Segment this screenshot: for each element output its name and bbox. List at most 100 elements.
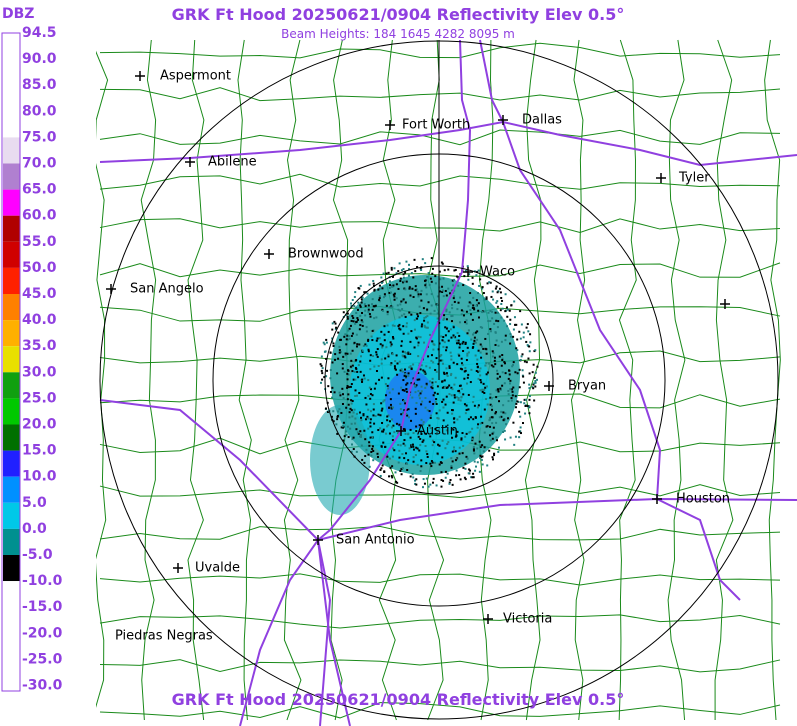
- echo-speck: [360, 419, 363, 422]
- echo-speck: [364, 309, 367, 312]
- echo-speck: [436, 303, 439, 306]
- echo-speck: [374, 304, 377, 307]
- echo-speck: [457, 353, 460, 356]
- echo-speck: [492, 431, 495, 434]
- echo-speck: [397, 461, 400, 464]
- echo-speck: [531, 371, 534, 374]
- echo-speck: [428, 410, 431, 413]
- echo-speck: [377, 288, 380, 291]
- echo-speck: [493, 359, 496, 362]
- echo-speck: [429, 435, 432, 438]
- echo-speck: [522, 336, 525, 339]
- echo-speck: [437, 417, 440, 420]
- echo-speck: [372, 403, 375, 406]
- echo-speck: [348, 416, 351, 419]
- color-swatch: [3, 267, 20, 294]
- echo-speck: [435, 402, 438, 405]
- echo-speck: [349, 427, 352, 430]
- echo-speck: [354, 389, 357, 392]
- echo-speck: [401, 354, 404, 357]
- legend-tick-label: 55.0: [22, 234, 57, 250]
- echo-speck: [464, 435, 467, 438]
- echo-speck: [439, 359, 442, 362]
- echo-speck: [435, 484, 438, 487]
- echo-speck: [456, 363, 459, 366]
- echo-speck: [443, 386, 446, 389]
- echo-speck: [378, 300, 381, 303]
- echo-speck: [346, 398, 349, 401]
- echo-speck: [487, 362, 490, 365]
- echo-speck: [430, 257, 433, 260]
- echo-speck: [408, 287, 411, 290]
- echo-speck: [391, 439, 394, 442]
- echo-speck: [320, 369, 323, 372]
- echo-speck: [346, 312, 349, 315]
- echo-speck: [456, 308, 459, 311]
- echo-speck: [364, 305, 367, 308]
- echo-speck: [378, 295, 381, 298]
- color-swatch: [3, 189, 20, 216]
- echo-speck: [420, 432, 423, 435]
- city-label: San Angelo: [130, 282, 204, 297]
- echo-speck: [351, 315, 354, 318]
- echo-speck: [458, 334, 461, 337]
- color-swatch: [3, 633, 20, 660]
- echo-speck: [425, 293, 428, 296]
- echo-speck: [485, 425, 488, 428]
- echo-speck: [500, 296, 503, 299]
- echo-speck: [512, 421, 515, 424]
- echo-speck: [502, 419, 505, 422]
- echo-speck: [330, 415, 333, 418]
- echo-speck: [388, 306, 391, 309]
- echo-speck: [365, 344, 368, 347]
- echo-speck: [347, 373, 350, 376]
- echo-speck: [448, 384, 451, 387]
- echo-speck: [425, 382, 428, 385]
- echo-speck: [391, 353, 394, 356]
- color-swatch: [3, 59, 20, 86]
- echo-speck: [346, 372, 349, 375]
- echo-speck: [380, 330, 383, 333]
- echo-speck: [392, 284, 395, 287]
- echo-speck: [412, 456, 415, 459]
- echo-speck: [401, 453, 404, 456]
- echo-speck: [381, 407, 384, 410]
- range-rings: [99, 40, 779, 720]
- echo-speck: [504, 293, 507, 296]
- echo-speck: [367, 408, 370, 411]
- county-line: [714, 39, 734, 721]
- county-line: [99, 614, 781, 629]
- echo-speck: [476, 366, 479, 369]
- echo-speck: [447, 339, 450, 342]
- echo-speck: [445, 373, 448, 376]
- echo-speck: [441, 290, 444, 293]
- echo-speck: [450, 457, 453, 460]
- echo-speck: [332, 342, 335, 345]
- echo-speck: [420, 459, 423, 462]
- color-swatch: [3, 607, 20, 634]
- echo-speck: [528, 383, 531, 386]
- echo-speck: [420, 385, 423, 388]
- echo-speck: [423, 482, 426, 485]
- echo-speck: [380, 362, 383, 365]
- echo-speck: [354, 378, 357, 381]
- echo-speck: [429, 380, 432, 383]
- echo-speck: [393, 295, 396, 298]
- echo-speck: [461, 368, 464, 371]
- echo-speck: [496, 305, 499, 308]
- echo-speck: [391, 418, 394, 421]
- legend-tick-label: 25.0: [22, 390, 57, 406]
- legend-tick-label: -15.0: [22, 599, 63, 615]
- echo-speck: [466, 265, 469, 268]
- echo-speck: [426, 453, 429, 456]
- echo-speck: [528, 395, 531, 398]
- echo-speck: [435, 412, 438, 415]
- echo-speck: [446, 472, 449, 475]
- echo-speck: [359, 284, 362, 287]
- echo-speck: [389, 403, 392, 406]
- echo-speck: [470, 476, 473, 479]
- echo-speck: [534, 385, 537, 388]
- echo-speck: [324, 407, 327, 410]
- echo-speck: [424, 445, 427, 448]
- echo-speck: [467, 351, 470, 354]
